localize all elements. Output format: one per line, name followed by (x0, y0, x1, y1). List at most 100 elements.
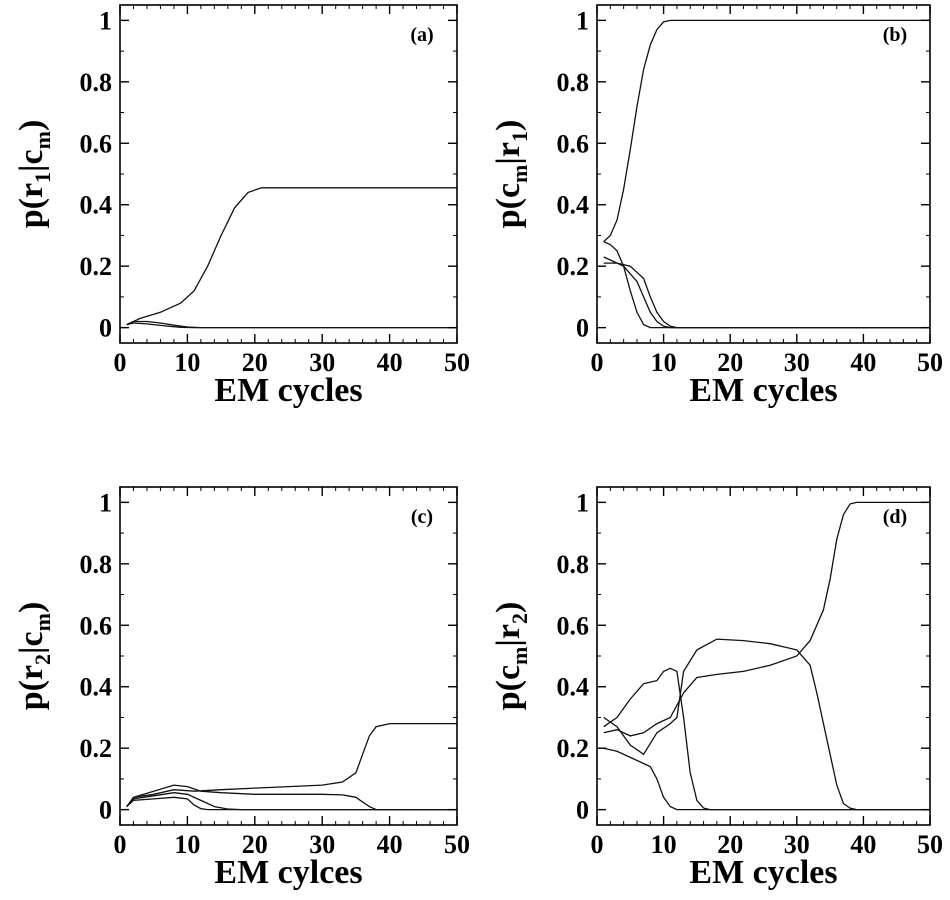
x-tick-label: 30 (784, 348, 810, 377)
series-line-1 (603, 638, 930, 811)
y-axis-title-part: p(r (13, 665, 50, 710)
y-tick-label: 0 (576, 796, 589, 825)
x-tick-label: 20 (242, 348, 268, 377)
y-tick-label: 1 (576, 488, 589, 517)
series-line-3 (603, 262, 930, 329)
series-line-1 (126, 784, 457, 811)
y-axis-title-part: |c (13, 631, 50, 654)
x-tick-label: 50 (917, 830, 943, 859)
series-line-2 (603, 667, 930, 811)
x-tick-label: 40 (850, 830, 876, 859)
y-axis-title-part: ) (490, 602, 527, 613)
x-tick-label: 0 (591, 348, 604, 377)
x-tick-label: 50 (444, 348, 470, 377)
x-tick-label: 30 (784, 830, 810, 859)
y-tick-label: 1 (99, 488, 112, 517)
y-axis-title-subscript: m (30, 613, 55, 631)
x-tick-label: 50 (444, 830, 470, 859)
y-tick-label: 0.8 (557, 68, 590, 97)
y-axis-title-subscript: 2 (30, 654, 55, 665)
series-line-3 (126, 796, 457, 811)
x-tick-label: 10 (174, 348, 200, 377)
y-axis-title-part: p(c (490, 665, 527, 710)
y-axis-title-part: p(c (490, 183, 527, 228)
series-line-1 (603, 241, 930, 329)
y-axis-title-part: ) (13, 602, 50, 613)
y-tick-label: 0.4 (80, 673, 113, 702)
y-tick-label: 0.8 (557, 550, 590, 579)
panel-0: 0 10 20 30 40 50 0 0.2 0.4 0.6 0.8 1 (a) EM cycles p(r… (13, 4, 470, 409)
plot-frame (119, 4, 458, 344)
y-tick-label: 0.4 (557, 191, 590, 220)
panel-1: 0 10 20 30 40 50 0 0.2 0.4 0.6 0.8 1 (b) EM cycles p(c… (490, 4, 943, 409)
y-tick-label: 0.4 (557, 673, 590, 702)
series-line-3 (603, 747, 930, 811)
y-tick-label: 1 (576, 6, 589, 35)
series-line-2 (126, 792, 457, 811)
y-axis-title-subscript: m (30, 131, 55, 149)
x-axis-title: EM cycles (214, 372, 362, 409)
plot-frame (119, 486, 458, 826)
x-tick-label: 20 (717, 830, 743, 859)
y-tick-label: 0 (99, 796, 112, 825)
y-tick-label: 0 (99, 314, 112, 343)
x-tick-label: 40 (377, 830, 403, 859)
x-tick-label: 30 (309, 348, 335, 377)
y-axis-title-part: |r (490, 624, 527, 647)
series-line-0 (126, 187, 457, 326)
y-tick-label: 1 (99, 6, 112, 35)
y-axis-title-subscript: 1 (507, 131, 532, 142)
x-axis-title: EM cylces (214, 854, 362, 891)
x-tick-label: 0 (591, 830, 604, 859)
x-tick-label: 20 (717, 348, 743, 377)
y-axis-title-subscript: 2 (507, 613, 532, 624)
y-tick-label: 0.2 (557, 734, 590, 763)
x-tick-label: 0 (114, 348, 127, 377)
x-axis-title: EM cycles (689, 854, 837, 891)
x-tick-label: 50 (917, 348, 943, 377)
panel-label: (d) (883, 506, 907, 528)
y-axis-title-part: p(r (13, 183, 50, 228)
panel-3: 0 10 20 30 40 50 0 0.2 0.4 0.6 0.8 1 (d) EM cycles p(c… (490, 486, 943, 891)
y-axis-title: p(r1|cm) (13, 120, 55, 229)
y-axis-title-subscript: m (507, 165, 532, 183)
panel-label: (b) (883, 24, 907, 46)
panel-2: 0 10 20 30 40 50 0 0.2 0.4 0.6 0.8 1 (c) EM cylces p(r… (13, 486, 470, 891)
x-tick-label: 10 (651, 348, 677, 377)
x-tick-label: 30 (309, 830, 335, 859)
y-axis-title: p(r2|cm) (13, 602, 55, 711)
y-axis-title-subscript: 1 (30, 172, 55, 183)
y-tick-label: 0.4 (80, 191, 113, 220)
y-tick-label: 0.8 (80, 68, 113, 97)
y-tick-label: 0.6 (557, 611, 590, 640)
y-tick-label: 0.6 (80, 611, 113, 640)
y-axis-title-part: |c (13, 149, 50, 172)
y-tick-label: 0.6 (80, 129, 113, 158)
plot-frame (596, 486, 931, 826)
y-axis-title-part: ) (13, 120, 50, 131)
y-tick-label: 0.2 (80, 252, 113, 281)
panel-label: (c) (411, 506, 433, 528)
series-line-0 (603, 19, 930, 243)
x-tick-label: 20 (242, 830, 268, 859)
series-line-0 (126, 722, 457, 807)
x-tick-label: 40 (850, 348, 876, 377)
y-axis-title: p(cm|r1) (490, 120, 532, 229)
y-axis-title: p(cm|r2) (490, 602, 532, 711)
x-tick-label: 0 (114, 830, 127, 859)
x-tick-label: 10 (174, 830, 200, 859)
y-tick-label: 0.2 (557, 252, 590, 281)
y-tick-label: 0.2 (80, 734, 113, 763)
y-axis-title-part: |r (490, 142, 527, 165)
x-tick-label: 40 (377, 348, 403, 377)
y-axis-title-subscript: m (507, 647, 532, 665)
y-axis-title-part: ) (490, 120, 527, 131)
x-axis-title: EM cycles (689, 372, 837, 409)
series-line-2 (603, 256, 930, 329)
x-tick-label: 10 (651, 830, 677, 859)
series-line-2 (126, 322, 457, 329)
series-line-0 (603, 501, 930, 737)
y-tick-label: 0 (576, 314, 589, 343)
y-tick-label: 0.8 (80, 550, 113, 579)
panel-label: (a) (410, 24, 433, 46)
